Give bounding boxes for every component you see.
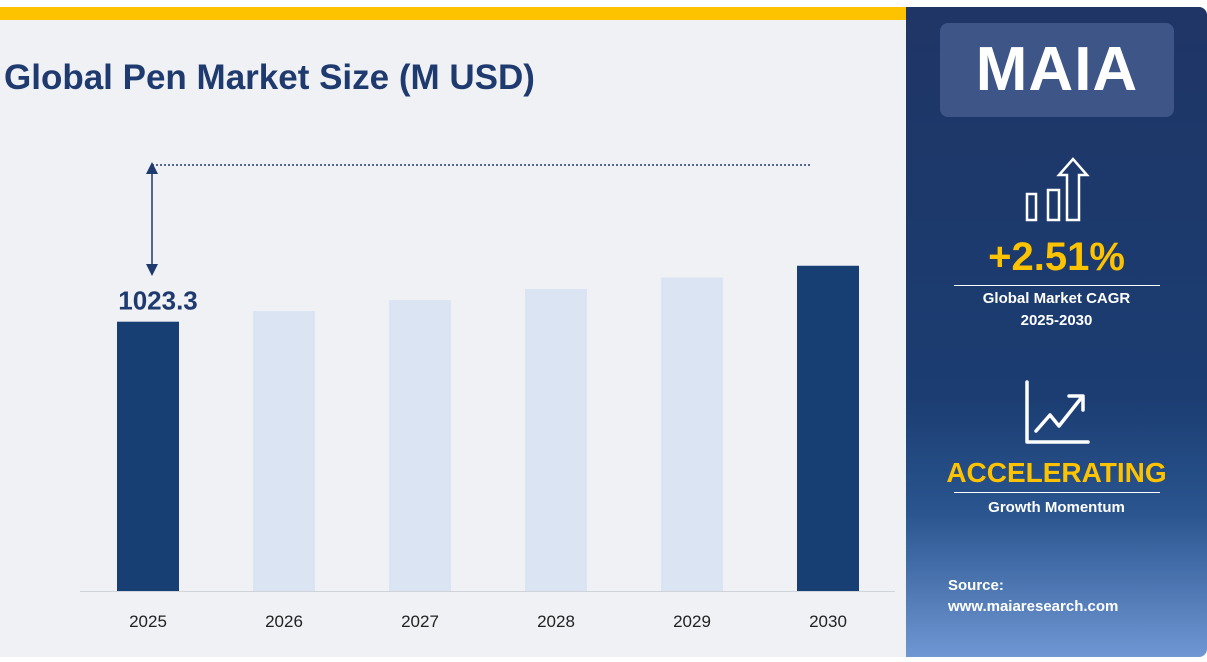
x-tick-label: 2029 (673, 612, 711, 631)
line-chart-trend-icon (1025, 380, 1090, 444)
chart-title: Global Pen Market Size (M USD) (4, 58, 535, 97)
cagr-label: Global Market CAGR (982, 290, 1131, 307)
divider (954, 492, 1160, 493)
bar-chart: 2025 1023.3 2026 2027 2028 2029 2030 (80, 162, 895, 631)
cagr-period: 2025-2030 (1020, 312, 1093, 329)
bar-2028 (525, 288, 587, 591)
momentum-value: ACCELERATING (946, 457, 1167, 488)
bar-chart-up-arrow-icon (1025, 157, 1090, 222)
data-label-2025: 1023.3 (118, 286, 198, 316)
maia-logo: MAIA (940, 23, 1174, 117)
x-tick-label: 2025 (129, 612, 167, 631)
x-tick-label: 2027 (401, 612, 439, 631)
bar-2025 (117, 321, 179, 591)
source-url[interactable]: www.maiaresearch.com (948, 598, 1119, 615)
bar-2030 (797, 265, 859, 591)
source: Source: www.maiaresearch.com (948, 575, 1118, 617)
x-tick-label: 2026 (265, 612, 303, 631)
bar-2029 (661, 277, 723, 591)
momentum-label: Growth Momentum (988, 499, 1125, 516)
summary-sidebar: MAIA +2.51% Global Market CAGR 2025-2030… (906, 7, 1207, 657)
bar-2027 (389, 300, 451, 591)
bar-2026 (253, 311, 315, 591)
x-tick-label: 2030 (809, 612, 847, 631)
cagr-value: +2.51% (988, 235, 1125, 279)
accent-bar (0, 7, 906, 20)
divider (954, 285, 1160, 286)
source-label: Source: (948, 577, 1004, 594)
x-tick-label: 2028 (537, 612, 575, 631)
